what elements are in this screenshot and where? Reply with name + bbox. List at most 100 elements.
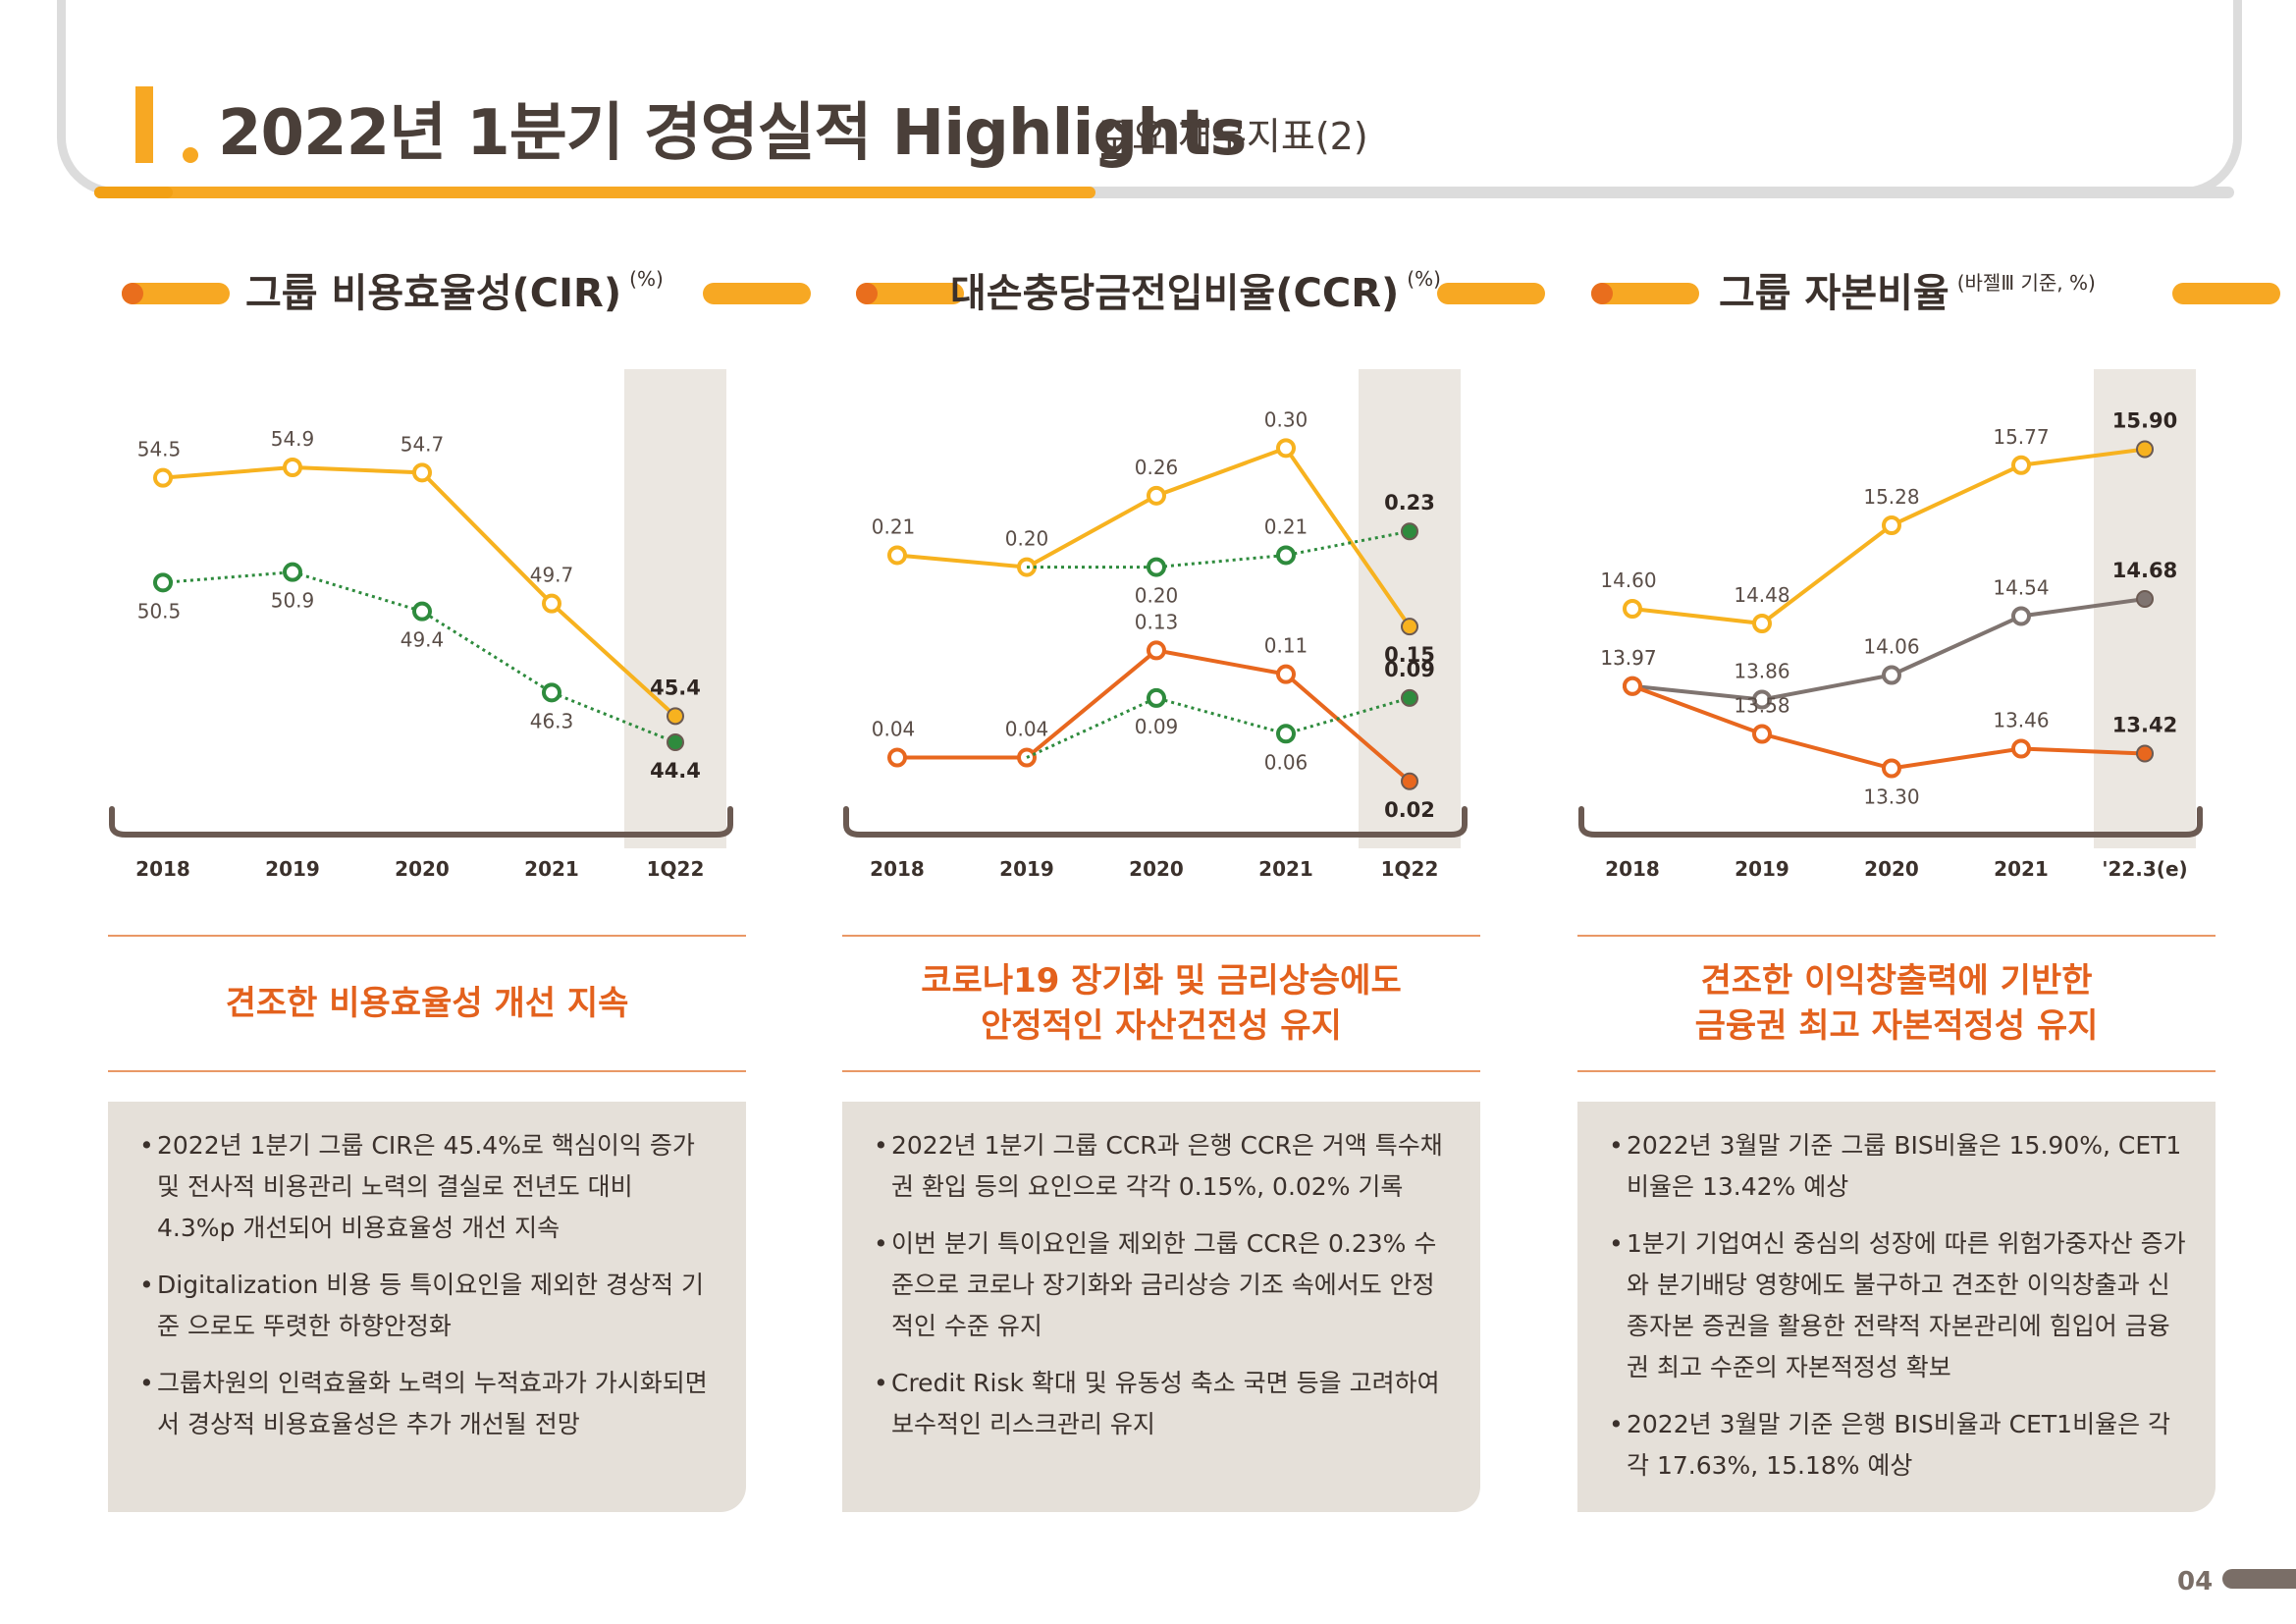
x-tick-label: '22.3(e) bbox=[2102, 857, 2187, 881]
data-point bbox=[887, 747, 907, 768]
panel-title: 그룹 자본비율 (바젤Ⅲ 기준, %) bbox=[1719, 261, 2096, 318]
summary-line: 코로나19 장기화 및 금리상승에도 bbox=[921, 961, 1402, 1001]
data-point bbox=[1276, 438, 1296, 459]
data-point bbox=[2011, 738, 2031, 759]
data-point bbox=[1882, 665, 1901, 685]
highlight-band bbox=[624, 369, 726, 848]
data-point bbox=[1276, 545, 1296, 566]
data-label: 13.86 bbox=[1734, 660, 1789, 683]
x-tick-label: 2019 bbox=[265, 857, 320, 881]
panel-title: 그룹 비용효율성(CIR) (%) bbox=[245, 261, 664, 318]
data-label: 0.21 bbox=[872, 514, 916, 538]
data-point bbox=[1401, 772, 1418, 790]
data-label: 0.09 bbox=[1384, 658, 1435, 681]
data-label: 14.68 bbox=[2112, 559, 2177, 582]
panel-pill-left bbox=[1591, 283, 1699, 304]
page-title: 2022년 1분기 경영실적 Highlights bbox=[218, 97, 1247, 170]
data-label: 0.20 bbox=[1135, 584, 1179, 608]
data-point bbox=[2136, 590, 2154, 608]
data-label: 14.06 bbox=[1863, 635, 1919, 659]
data-point bbox=[283, 562, 302, 582]
bullet-item: 그룹차원의 인력효율화 노력의 누적효과가 가시화되면서 경상적 비용효율성은 … bbox=[139, 1363, 717, 1445]
bullet-item: 1분기 기업여신 중심의 성장에 따른 위험가중자산 증가와 분기배당 영향에도… bbox=[1609, 1223, 2186, 1388]
data-label: 13.42 bbox=[2112, 714, 2177, 737]
panel-pill-right bbox=[703, 283, 811, 304]
data-label: 15.77 bbox=[1993, 425, 2049, 449]
data-label: 0.23 bbox=[1384, 491, 1435, 514]
series-line bbox=[162, 464, 677, 718]
x-axis-bracket bbox=[1578, 806, 2203, 838]
data-point bbox=[1882, 758, 1901, 779]
x-tick-label: 2018 bbox=[870, 857, 925, 881]
data-point bbox=[1752, 724, 1772, 744]
data-label: 50.9 bbox=[271, 589, 315, 613]
data-point bbox=[667, 707, 684, 726]
data-label: 54.9 bbox=[271, 427, 315, 451]
data-label: 0.06 bbox=[1264, 750, 1308, 774]
x-tick-label: 2020 bbox=[1129, 857, 1184, 881]
data-label: 0.04 bbox=[872, 718, 916, 741]
page-subtitle: 주요 재무지표(2) bbox=[1097, 115, 1368, 158]
summary-rule-top bbox=[1577, 935, 2216, 937]
data-point bbox=[1276, 724, 1296, 744]
bullet-item: 2022년 1분기 그룹 CCR과 은행 CCR은 거액 특수채권 환입 등의 … bbox=[874, 1125, 1451, 1208]
panel-title-text: 그룹 자본비율 bbox=[1719, 271, 1949, 316]
bullet-box: 2022년 3월말 기준 그룹 BIS비율은 15.90%, CET1비율은 1… bbox=[1577, 1102, 2216, 1512]
chart-cir: 2018 2019 2020 2021 1Q22 54.5 54.9 54.7 49.7 45.4… bbox=[108, 334, 795, 884]
panel-unit: (바젤Ⅲ 기준, %) bbox=[1956, 271, 2096, 295]
data-point bbox=[667, 733, 684, 751]
x-tick-label: 2020 bbox=[395, 857, 450, 881]
chart-ccr: 2018 2019 2020 2021 1Q22 0.21 0.20 0.26 0.30 0.15… bbox=[842, 334, 1529, 884]
page-number-bar bbox=[2222, 1569, 2296, 1589]
data-point bbox=[542, 593, 561, 614]
chart-capital: 2018 2019 2020 2021 '22.3(e) 14.60 14.48 15.28 1… bbox=[1577, 334, 2265, 884]
data-point bbox=[153, 467, 173, 488]
summary-text: 견조한 이익창출력에 기반한 금융권 최고 자본적정성 유지 bbox=[1577, 937, 2216, 1070]
data-point bbox=[1401, 688, 1418, 707]
x-tick-label: 2021 bbox=[524, 857, 579, 881]
panel-cir: 그룹 비용효율성(CIR) (%) 2018 2019 2020 2021 1Q22 54.… bbox=[108, 255, 811, 1532]
data-point bbox=[1623, 676, 1642, 696]
data-label: 13.30 bbox=[1863, 785, 1919, 809]
title-accent-bar bbox=[135, 86, 153, 163]
data-label: 0.11 bbox=[1264, 634, 1308, 658]
data-point bbox=[1623, 599, 1642, 619]
series-line bbox=[1631, 683, 2146, 771]
data-point bbox=[2011, 606, 2031, 626]
data-label: 0.15 bbox=[1384, 643, 1435, 667]
data-point bbox=[1882, 515, 1901, 535]
bullet-item: 2022년 3월말 기준 은행 BIS비율과 CET1비율은 각각 17.63%… bbox=[1609, 1404, 2186, 1487]
data-point bbox=[412, 601, 432, 622]
data-label: 0.26 bbox=[1135, 456, 1179, 479]
data-label: 13.97 bbox=[1600, 646, 1656, 670]
bullet-item: Digitalization 비용 등 특이요인을 제외한 경상적 기준 으로도… bbox=[139, 1265, 717, 1347]
x-tick-label: 2021 bbox=[1258, 857, 1313, 881]
summary-text: 견조한 비용효율성 개선 지속 bbox=[108, 937, 746, 1070]
panel-pill-right bbox=[1437, 283, 1545, 304]
data-label: 14.54 bbox=[1993, 576, 2049, 600]
data-label: 0.04 bbox=[1005, 718, 1049, 741]
data-label: 14.60 bbox=[1600, 568, 1656, 592]
data-label: 13.46 bbox=[1993, 709, 2049, 732]
x-tick-label: 2020 bbox=[1864, 857, 1919, 881]
x-tick-label: 2019 bbox=[999, 857, 1054, 881]
data-point bbox=[153, 572, 173, 593]
panel-capital: 그룹 자본비율 (바젤Ⅲ 기준, %) 2018 2019 2020 2021 '22.3… bbox=[1577, 255, 2280, 1532]
x-axis-bracket bbox=[109, 806, 733, 838]
panel-unit: (%) bbox=[1407, 267, 1441, 291]
data-point bbox=[2136, 744, 2154, 763]
summary-line: 견조한 비용효율성 개선 지속 bbox=[225, 984, 629, 1023]
panel-title-text: 그룹 비용효율성(CIR) bbox=[245, 271, 622, 316]
data-point bbox=[1276, 664, 1296, 684]
header-progress-start bbox=[94, 187, 173, 198]
data-point bbox=[1752, 689, 1772, 710]
data-label: 0.30 bbox=[1264, 407, 1308, 431]
summary-rule-top bbox=[842, 935, 1480, 937]
summary-rule-top bbox=[108, 935, 746, 937]
panel-unit: (%) bbox=[629, 267, 664, 291]
summary-text: 코로나19 장기화 및 금리상승에도 안정적인 자산건전성 유지 bbox=[842, 937, 1480, 1070]
data-point bbox=[412, 462, 432, 483]
data-point bbox=[1147, 640, 1166, 661]
data-point bbox=[283, 458, 302, 477]
data-label: 50.5 bbox=[137, 599, 182, 623]
